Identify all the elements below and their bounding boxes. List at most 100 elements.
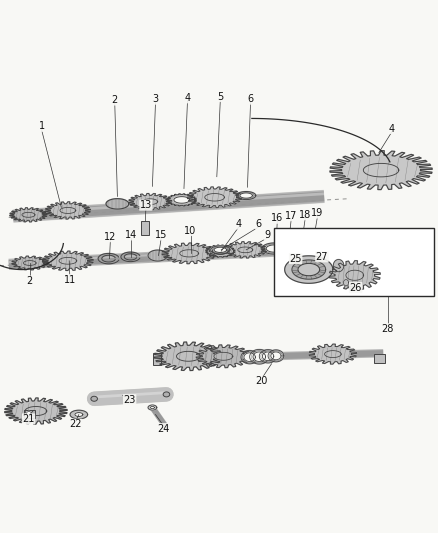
Text: 3: 3 <box>152 94 159 104</box>
Ellipse shape <box>91 396 97 401</box>
Polygon shape <box>75 413 83 416</box>
Polygon shape <box>298 263 320 276</box>
Bar <box>374 354 385 364</box>
Text: 21: 21 <box>22 414 35 424</box>
Polygon shape <box>177 351 200 361</box>
Text: 6: 6 <box>247 94 254 104</box>
Text: 26: 26 <box>350 282 362 293</box>
Polygon shape <box>292 260 325 279</box>
Polygon shape <box>59 257 77 264</box>
Polygon shape <box>262 352 274 361</box>
Polygon shape <box>42 251 93 271</box>
Text: 10: 10 <box>184 225 197 236</box>
Text: 2: 2 <box>112 95 118 105</box>
Polygon shape <box>333 260 344 272</box>
Polygon shape <box>237 191 256 199</box>
Polygon shape <box>253 352 265 361</box>
Polygon shape <box>364 164 399 177</box>
Text: 20: 20 <box>256 376 268 386</box>
Text: 22: 22 <box>70 419 82 429</box>
Polygon shape <box>268 350 284 362</box>
Polygon shape <box>325 351 341 358</box>
Polygon shape <box>276 241 299 252</box>
Polygon shape <box>250 350 269 364</box>
Polygon shape <box>211 246 230 254</box>
Polygon shape <box>240 193 252 198</box>
Text: 9: 9 <box>264 230 270 240</box>
Polygon shape <box>346 270 364 280</box>
Polygon shape <box>151 407 154 409</box>
Polygon shape <box>22 212 35 217</box>
Text: 19: 19 <box>311 208 324 218</box>
Text: 24: 24 <box>157 424 170 433</box>
Bar <box>274 229 434 296</box>
Text: 4: 4 <box>184 93 191 103</box>
Polygon shape <box>280 244 295 250</box>
Polygon shape <box>266 245 282 252</box>
Text: 23: 23 <box>124 394 136 405</box>
Text: 17: 17 <box>285 211 297 221</box>
Polygon shape <box>24 261 36 265</box>
Polygon shape <box>244 353 255 361</box>
Polygon shape <box>143 199 158 205</box>
Polygon shape <box>70 410 88 419</box>
Polygon shape <box>290 241 311 251</box>
Polygon shape <box>174 197 190 203</box>
Text: 15: 15 <box>155 230 167 240</box>
Polygon shape <box>25 407 47 416</box>
Polygon shape <box>309 344 357 364</box>
Polygon shape <box>238 247 253 253</box>
Polygon shape <box>148 250 167 261</box>
Polygon shape <box>180 250 199 257</box>
Polygon shape <box>12 256 48 270</box>
Polygon shape <box>154 342 223 370</box>
Polygon shape <box>129 193 172 210</box>
Polygon shape <box>271 352 281 360</box>
Polygon shape <box>214 247 226 253</box>
Text: 11: 11 <box>64 274 76 285</box>
Polygon shape <box>262 243 286 254</box>
Polygon shape <box>10 208 47 222</box>
Polygon shape <box>45 202 91 219</box>
Polygon shape <box>187 187 242 208</box>
Polygon shape <box>98 253 119 264</box>
Text: 18: 18 <box>299 210 311 220</box>
Polygon shape <box>5 398 67 424</box>
Polygon shape <box>330 151 432 190</box>
Polygon shape <box>212 248 228 254</box>
Polygon shape <box>306 241 318 247</box>
Text: 28: 28 <box>381 324 394 334</box>
Polygon shape <box>303 240 321 248</box>
Bar <box>24 410 35 418</box>
Polygon shape <box>148 405 157 410</box>
Ellipse shape <box>163 392 170 397</box>
Text: 1: 1 <box>39 122 45 131</box>
Text: 13: 13 <box>140 200 152 210</box>
Polygon shape <box>206 245 235 257</box>
Text: 4: 4 <box>236 219 242 229</box>
Polygon shape <box>214 352 233 360</box>
Polygon shape <box>162 243 216 264</box>
Bar <box>153 353 161 366</box>
Text: 14: 14 <box>125 230 138 240</box>
Polygon shape <box>224 241 267 258</box>
Text: 2: 2 <box>27 276 33 286</box>
Text: 16: 16 <box>271 213 283 223</box>
Text: 27: 27 <box>316 252 328 262</box>
Polygon shape <box>329 261 380 290</box>
Bar <box>141 221 149 235</box>
Polygon shape <box>196 345 251 368</box>
Text: 5: 5 <box>217 92 223 102</box>
Circle shape <box>26 411 32 417</box>
Polygon shape <box>285 256 333 284</box>
Polygon shape <box>343 280 349 286</box>
Polygon shape <box>205 193 224 201</box>
Polygon shape <box>60 207 76 213</box>
Polygon shape <box>121 252 140 262</box>
Polygon shape <box>106 199 129 209</box>
Polygon shape <box>293 243 307 248</box>
Text: 12: 12 <box>104 232 117 242</box>
Polygon shape <box>259 350 277 363</box>
Polygon shape <box>167 194 196 206</box>
Polygon shape <box>241 351 258 364</box>
